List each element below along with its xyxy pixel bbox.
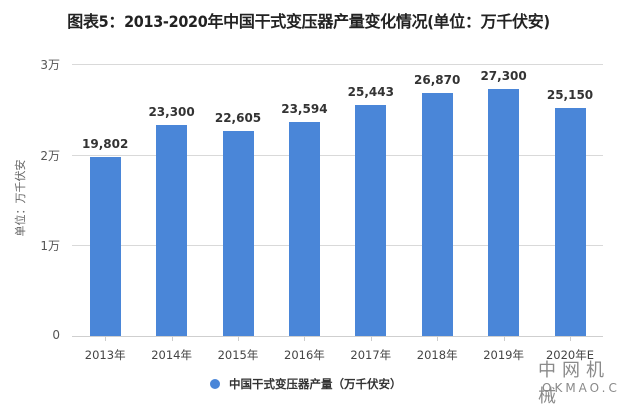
y-axis-label: 单位：万千伏安: [14, 159, 27, 237]
gridline-1: [72, 245, 603, 246]
bar[interactable]: [222, 131, 254, 336]
legend-marker-icon: [210, 379, 220, 389]
x-tick-mark: [304, 336, 306, 341]
legend-label: 中国干式变压器产量（万千伏安）: [229, 377, 402, 391]
bar-value-label: 23,300: [148, 104, 195, 119]
x-tick-label: 2018年: [416, 348, 458, 362]
x-tick-label: 2015年: [217, 348, 259, 362]
x-tick-label: 2014年: [151, 348, 192, 362]
y-tick-0: 0: [52, 328, 60, 342]
bar-value-label: 19,802: [82, 136, 129, 151]
legend[interactable]: 中国干式变压器产量（万千伏安）: [210, 376, 402, 392]
x-tick-label: 2020年E: [545, 348, 595, 362]
bar-value-label: 25,150: [546, 88, 594, 103]
bar[interactable]: [488, 88, 520, 336]
bar-value-label: 25,443: [347, 85, 394, 100]
x-tick-mark: [437, 336, 439, 341]
bar-value-label: 23,594: [281, 102, 328, 117]
y-tick-2: 2万: [40, 149, 60, 163]
bar-value-label: 27,300: [480, 68, 527, 83]
chart-title: 图表5：2013-2020年中国干式变压器产量变化情况(单位：万千伏安): [67, 12, 550, 31]
bar[interactable]: [355, 105, 387, 336]
gridline-2: [72, 155, 603, 156]
x-tick-mark: [171, 336, 173, 341]
x-tick-label: 2016年: [284, 348, 325, 362]
x-tick-label: 2013年: [84, 348, 126, 362]
x-tick-mark: [238, 336, 239, 341]
y-tick-1: 1万: [40, 239, 60, 253]
x-axis-line: [72, 336, 603, 337]
bar[interactable]: [156, 124, 188, 336]
x-tick-mark: [105, 336, 107, 341]
x-tick-mark: [503, 336, 505, 341]
watermark-en: OKMAO.COM: [542, 381, 617, 395]
x-tick-mark: [370, 336, 372, 341]
watermark-cn: 中网机械: [538, 360, 610, 407]
bar[interactable]: [421, 92, 453, 336]
bar[interactable]: [554, 108, 586, 336]
bar-value-label: 22,605: [214, 111, 262, 126]
x-tick-label: 2017年: [350, 348, 392, 362]
bar-value-label: 26,870: [414, 72, 461, 87]
x-tick-label: 2019年: [483, 348, 524, 362]
y-tick-3: 3万: [40, 58, 60, 72]
gridline-3: [72, 64, 603, 65]
bar[interactable]: [89, 156, 121, 336]
x-tick-mark: [570, 336, 571, 341]
bar[interactable]: [288, 122, 320, 336]
